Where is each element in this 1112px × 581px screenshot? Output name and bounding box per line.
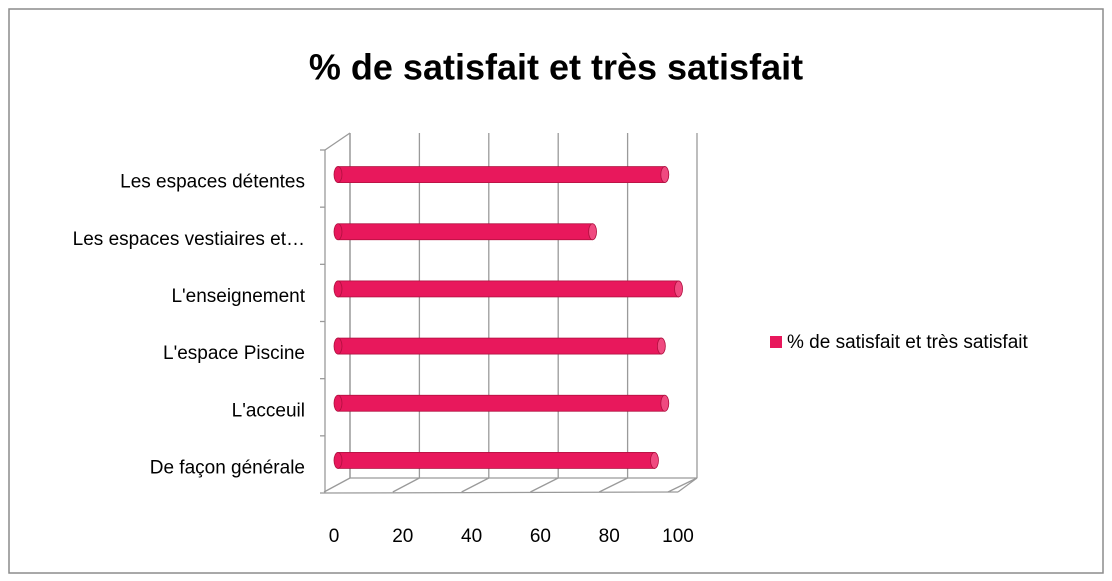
bar-end (660, 166, 670, 183)
floor-grid-line (323, 477, 351, 493)
y-tick-label: L'espace Piscine (163, 343, 305, 364)
bar (333, 452, 659, 469)
bar-end (588, 223, 597, 241)
x-tick-label: 20 (392, 526, 413, 547)
y-tick-label: De façon générale (150, 457, 305, 478)
floor-grid-line (392, 477, 420, 493)
legend-swatch (770, 336, 782, 348)
bar (333, 280, 683, 298)
floor-grid-line (598, 477, 628, 493)
legend-label: % de satisfait et très satisfait (787, 332, 1028, 353)
x-tick-label: 100 (662, 526, 694, 547)
floor-right (677, 477, 698, 493)
bar (333, 337, 666, 355)
bar-end (674, 280, 683, 298)
y-tick-label: L'acceuil (232, 400, 305, 421)
bar-start (333, 337, 343, 355)
bar-body (337, 166, 666, 183)
bar (333, 394, 670, 412)
x-tick-label: 0 (329, 526, 340, 547)
bar (333, 166, 670, 183)
bar-start (333, 394, 343, 412)
x-tick-label: 40 (461, 526, 482, 547)
bar-end (656, 337, 666, 355)
bar-start (333, 280, 343, 298)
bar-start (333, 223, 343, 241)
y-tick-label: Les espaces détentes (120, 172, 305, 193)
bar-end (660, 394, 670, 412)
bar-body (337, 452, 655, 469)
floor-grid-line (461, 477, 490, 493)
bar-end (650, 452, 659, 469)
x-tick-label: 80 (599, 526, 620, 547)
floor-front (324, 491, 679, 494)
y-tick-label: L'enseignement (171, 286, 305, 307)
bar-body (337, 280, 679, 298)
y-tick-label: Les espaces vestiaires et… (73, 229, 305, 250)
bar-body (337, 394, 666, 412)
axis-edge (324, 132, 351, 151)
bar (333, 223, 597, 241)
chart-title: % de satisfait et très satisfait (309, 47, 803, 88)
floor-grid-line (530, 477, 559, 493)
bar-start (333, 166, 343, 183)
floor-grid-line (667, 477, 698, 493)
bar-body (337, 223, 593, 241)
bar-body (337, 337, 662, 355)
bar-start (333, 452, 343, 469)
x-tick-label: 60 (530, 526, 551, 547)
